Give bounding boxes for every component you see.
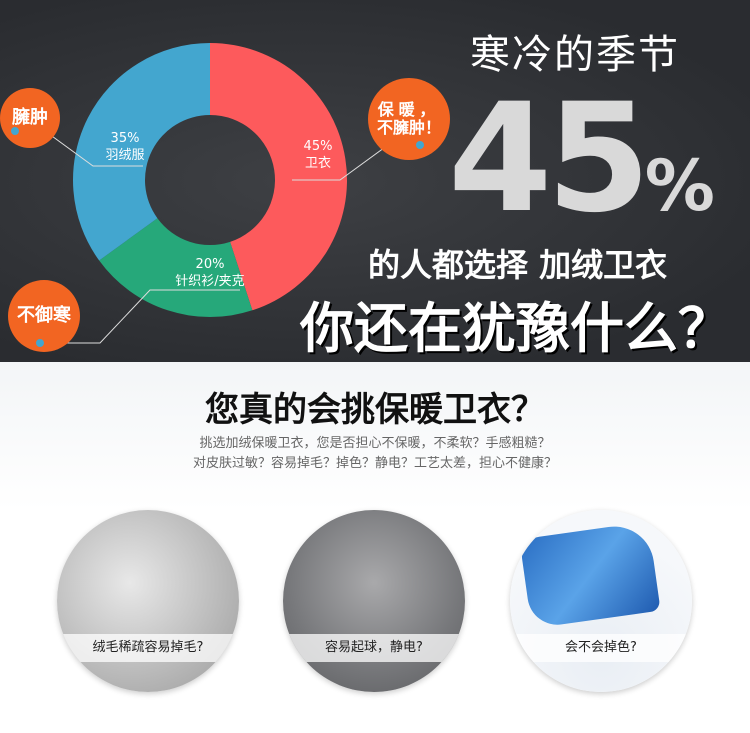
donut-slice (73, 43, 211, 261)
slice-value-label: 45% (304, 139, 333, 154)
desc-line: 挑选加绒保暖卫衣，您是否担心不保暖，不柔软？手感粗糙？ (199, 436, 551, 451)
big-percentage: 45% (448, 72, 715, 246)
slice-value-label: 35% (111, 131, 140, 146)
feature-section: 您真的会挑保暖卫衣？ 挑选加绒保暖卫衣，您是否担心不保暖，不柔软？手感粗糙？ 对… (0, 362, 750, 733)
bubble-text: 臃肿 (12, 106, 48, 128)
callout-line (40, 289, 240, 344)
image-caption: 会不会掉色? (510, 634, 692, 662)
bubble-warm: 保暖，不臃肿！ (368, 78, 450, 160)
callout-dot (36, 339, 44, 347)
donut-chart: 45%卫衣 20% 针织衫/夹克 35% 羽绒服 (15, 43, 420, 344)
blue-fabric (519, 521, 661, 629)
image-caption: 容易起球，静电? (283, 634, 465, 662)
fabric-image-pilling: 容易起球，静电? (283, 510, 465, 692)
slice-value-label: 20% (196, 257, 225, 272)
desc-line: 对皮肤过敏？容易掉毛？掉色？静电？工艺太差，担心不健康？ (192, 456, 557, 471)
hesitate-text: 你还在犹豫什么？ (300, 297, 732, 360)
slice-category-label: 卫衣 (305, 155, 331, 171)
bubble-bulky: 臃肿 (0, 88, 60, 148)
slice-category-label: 针织衫/夹克 (175, 274, 244, 289)
pct-number: 45 (448, 72, 651, 246)
fabric-image-fading: 会不会掉色? (510, 510, 692, 692)
donut-slice (99, 218, 253, 317)
callout-dot (416, 141, 424, 149)
image-caption: 绒毛稀疏容易掉毛? (57, 634, 239, 662)
pct-sign: % (644, 145, 715, 227)
callout-dot (11, 127, 19, 135)
bubble-cold: 不御寒 (8, 280, 80, 352)
section-description: 挑选加绒保暖卫衣，您是否担心不保暖，不柔软？手感粗糙？ 对皮肤过敏？容易掉毛？掉… (0, 434, 750, 474)
hero-banner: 45% 卫衣 20% 针织衫/夹克 35% 羽绒服 寒冷的季节 45% 的人都选择 加绒卫… (0, 0, 750, 362)
section-question: 您真的会挑保暖卫衣？ (205, 390, 545, 430)
slice-category-label: 羽绒服 (105, 148, 144, 163)
choice-text: 的人都选择 加绒卫衣 (368, 246, 668, 284)
donut-slice (210, 43, 347, 311)
bubble-text: 不御寒 (17, 304, 71, 326)
bubble-text: 保暖，不臃肿！ (376, 99, 441, 137)
season-title: 寒冷的季节 (470, 32, 680, 78)
fabric-image-shedding: 绒毛稀疏容易掉毛? (57, 510, 239, 692)
